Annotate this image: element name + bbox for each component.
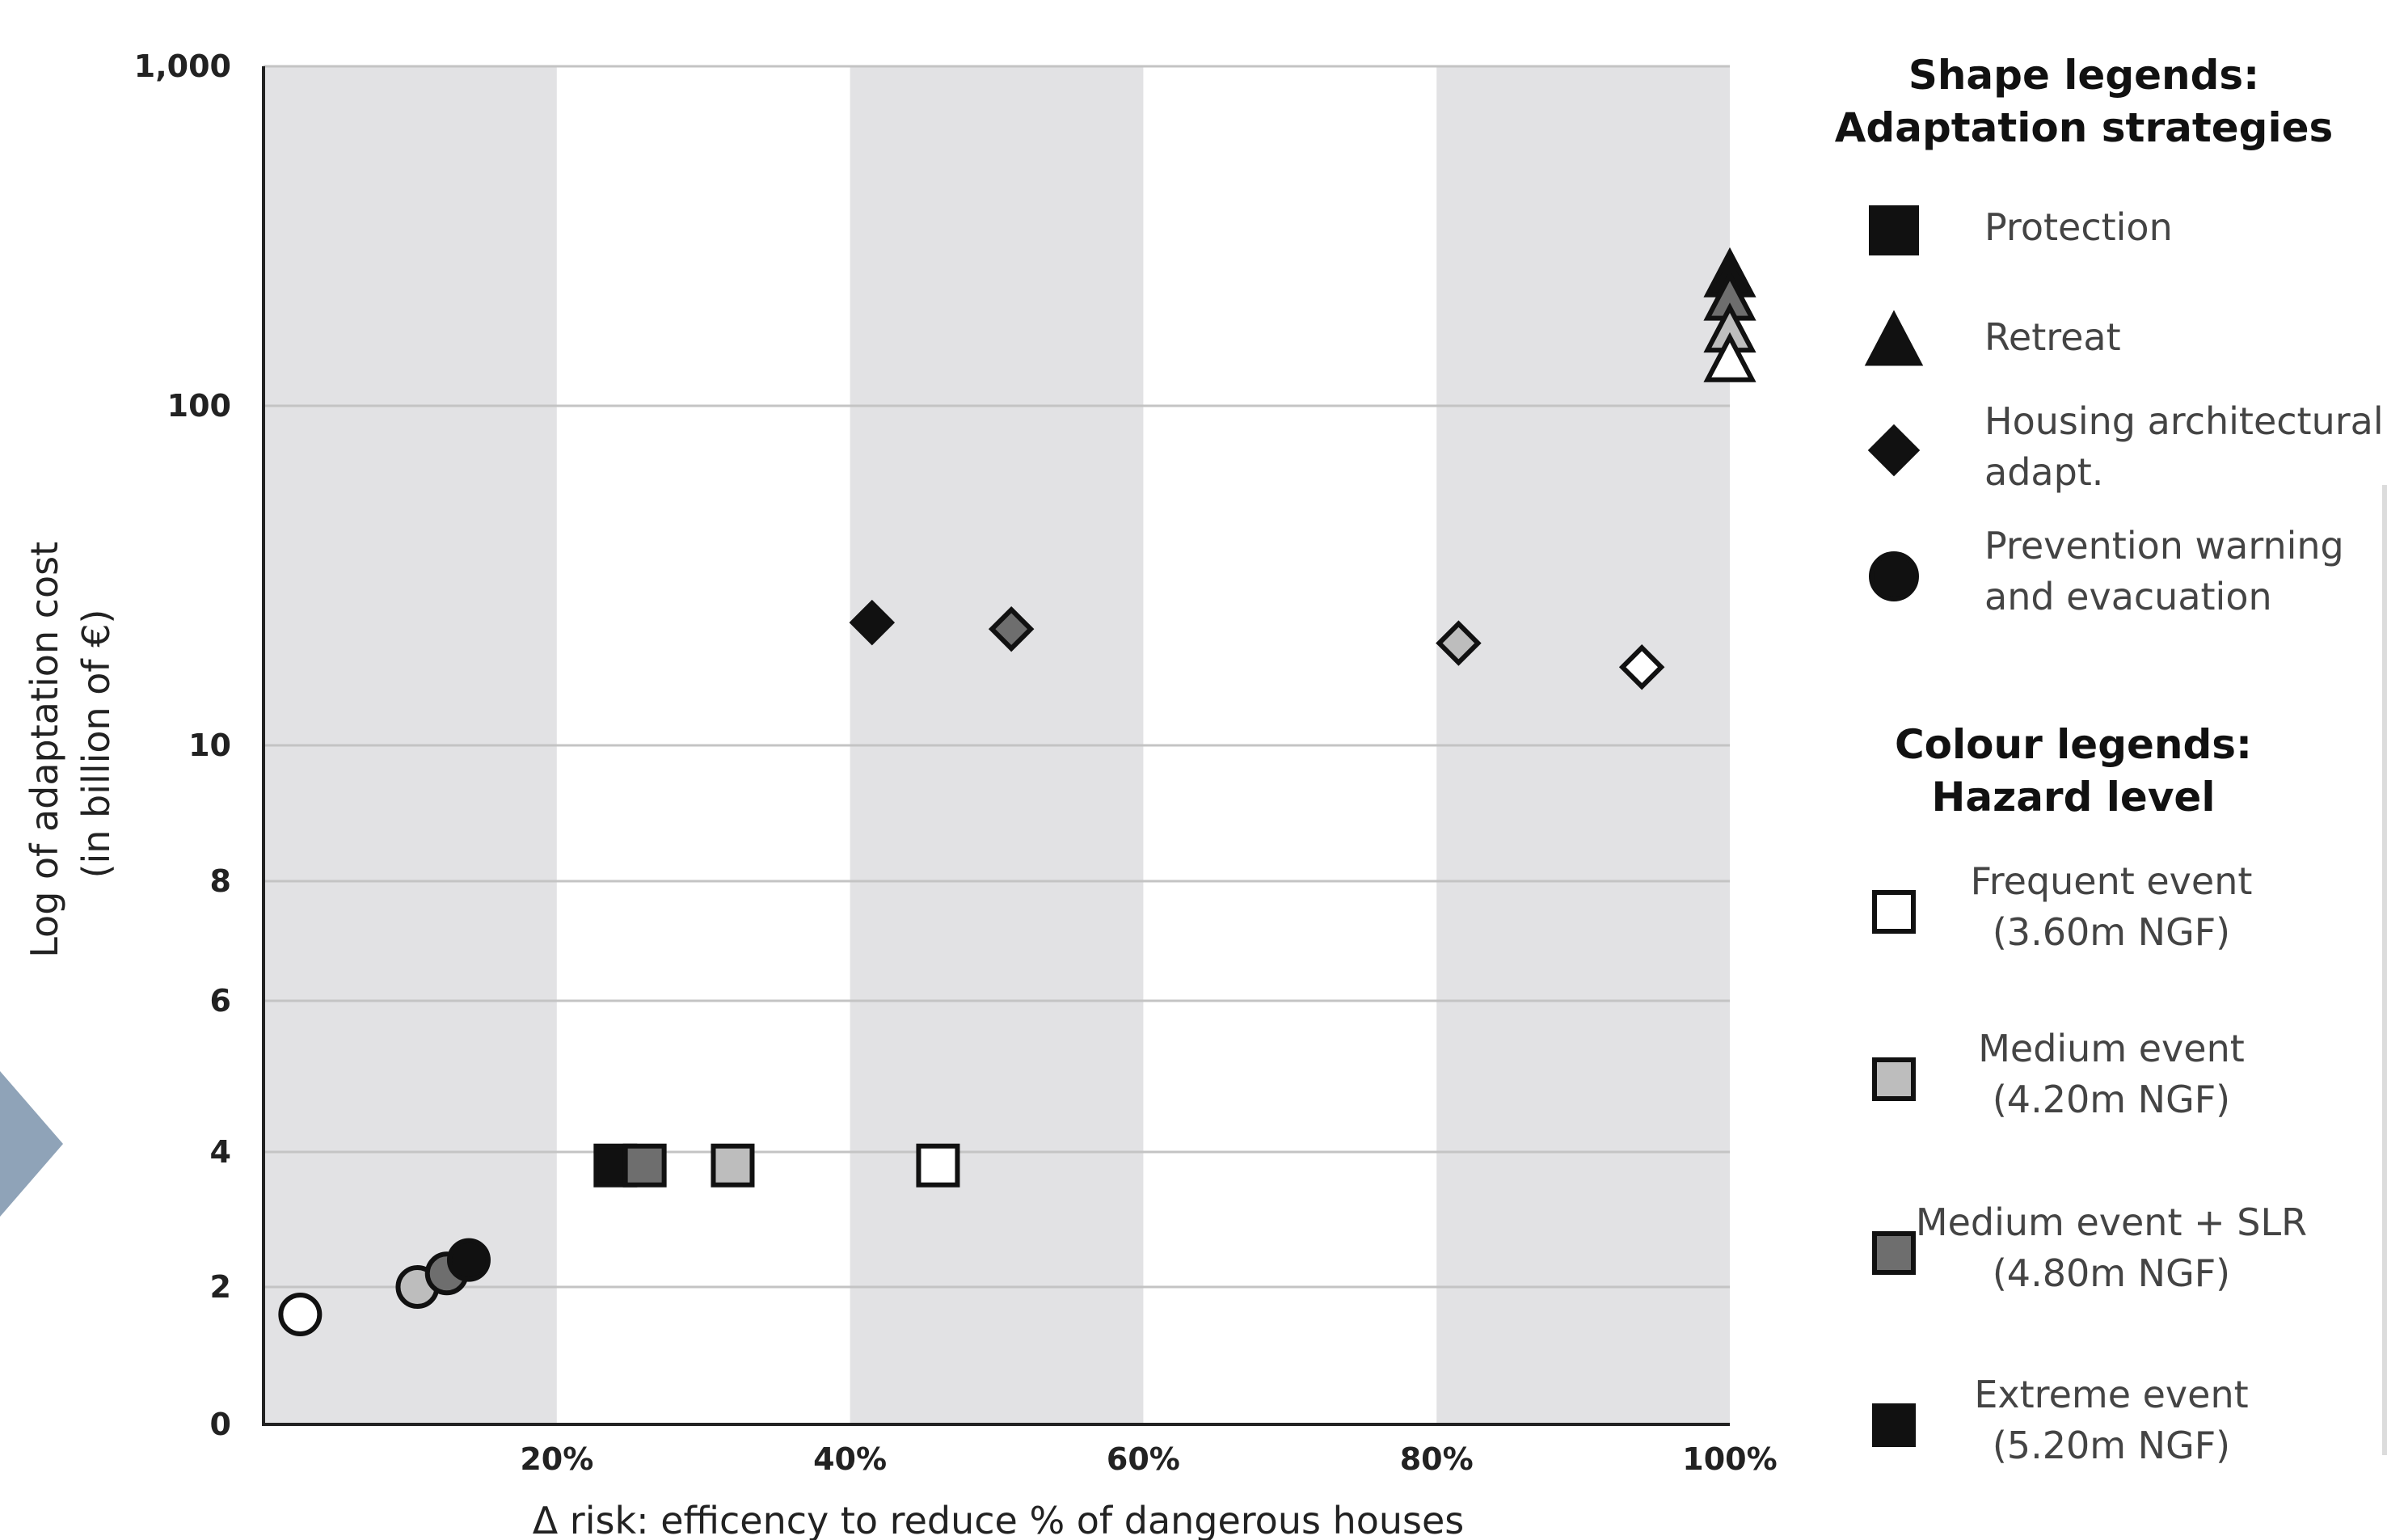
- y-tick-label: 100: [167, 388, 231, 424]
- grid-lines: [264, 65, 1730, 1289]
- hazard-extreme-icon: [1872, 1403, 1916, 1447]
- y-axis-label-line-2: (in billion of €): [74, 610, 118, 879]
- y-axis-label: Log of adaptation cost (in billion of €): [23, 530, 118, 958]
- data-point-housing-medium_slr: [988, 605, 1035, 652]
- x-tick-labels: 20% 40% 60% 80% 100%: [520, 1441, 1777, 1477]
- y-tick-label: 8: [210, 863, 231, 899]
- data-point-protection-medium: [711, 1143, 755, 1188]
- x-tick-label: 80%: [1400, 1441, 1474, 1477]
- y-tick-label: 0: [210, 1407, 231, 1442]
- legend-item-square: Protection: [1869, 205, 2173, 255]
- legend-label-line: Frequent event: [1971, 859, 2253, 903]
- legend-label-line: (5.20m NGF): [1993, 1424, 2230, 1467]
- x-tick-label: 100%: [1682, 1441, 1777, 1477]
- legend-label-line: adapt.: [1984, 450, 2103, 494]
- data-point-housing-extreme: [849, 599, 896, 646]
- shape-legend-title-line-2: Adaptation strategies: [1835, 104, 2334, 151]
- diamond-icon: [1867, 424, 1921, 477]
- data-point-retreat-frequent: [1703, 331, 1757, 382]
- legend-label-line: Medium event + SLR: [1916, 1200, 2307, 1244]
- hazard-frequent-icon: [1872, 890, 1916, 934]
- y-axis-label-line-1: Log of adaptation cost: [23, 542, 66, 958]
- x-tick-label: 60%: [1107, 1441, 1180, 1477]
- legend-label-line: Medium event: [1978, 1027, 2245, 1070]
- legend-item-extreme: Extreme event (5.20m NGF): [1872, 1373, 2249, 1467]
- x-tick-label: 40%: [813, 1441, 887, 1477]
- legend-label-line: Extreme event: [1974, 1373, 2248, 1416]
- x-axis-label: Δ risk: efficency to reduce % of dangero…: [533, 1499, 1465, 1540]
- x-tick-label: 20%: [520, 1441, 593, 1477]
- legend-label-line: Protection: [1984, 205, 2173, 249]
- hazard-medium_slr-icon: [1872, 1231, 1916, 1275]
- y-tick-label: 4: [210, 1134, 231, 1170]
- circle-icon: [1869, 551, 1919, 601]
- legend-item-medium_slr: Medium event + SLR (4.80m NGF): [1872, 1200, 2307, 1295]
- y-tick-label: 1,000: [134, 49, 231, 84]
- legend-item-circle: Prevention warning and evacuation: [1869, 524, 2344, 618]
- legend-label-line: (4.20m NGF): [1993, 1078, 2230, 1121]
- data-point-prevention-extreme: [446, 1238, 491, 1282]
- hazard-medium-icon: [1872, 1057, 1916, 1101]
- data-point-protection-medium_slr: [622, 1143, 667, 1188]
- data-point-prevention-frequent: [278, 1293, 323, 1336]
- legend-label-line: (4.80m NGF): [1993, 1251, 2230, 1295]
- shape-legend-title-line-1: Shape legends:: [1908, 52, 2259, 99]
- colour-legend-title-line-1: Colour legends:: [1895, 721, 2252, 768]
- legend-label-line: (3.60m NGF): [1993, 910, 2230, 954]
- y-tick-label: 6: [210, 983, 231, 1019]
- y-tick-label: 10: [188, 728, 231, 763]
- legend-item-diamond: Housing architectural adapt.: [1867, 399, 2384, 494]
- y-tick-labels: 0 2 4 6 8 10 100 1,000: [134, 49, 231, 1442]
- axes: [262, 66, 1730, 1426]
- legend-label-line: Retreat: [1984, 315, 2121, 359]
- legend-item-frequent: Frequent event (3.60m NGF): [1872, 859, 2253, 954]
- legend: Shape legends: Adaptation strategies Prote…: [1835, 52, 2384, 1467]
- legend-item-triangle: Retreat: [1864, 310, 2121, 366]
- data-points: [278, 247, 1757, 1336]
- legend-item-medium: Medium event (4.20m NGF): [1872, 1027, 2245, 1121]
- side-arrow-icon: [0, 1071, 63, 1217]
- triangle-icon: [1864, 310, 1924, 366]
- data-point-housing-frequent: [1618, 643, 1665, 690]
- right-edge-bar: [2382, 485, 2387, 1455]
- data-point-protection-frequent: [916, 1143, 960, 1188]
- y-tick-label: 2: [210, 1269, 231, 1305]
- legend-label-line: Housing architectural: [1984, 399, 2384, 443]
- colour-legend-title-line-2: Hazard level: [1932, 774, 2216, 821]
- square-icon: [1869, 205, 1919, 255]
- legend-label-line: and evacuation: [1984, 575, 2272, 618]
- data-point-housing-medium: [1436, 620, 1482, 666]
- legend-label-line: Prevention warning: [1984, 524, 2344, 567]
